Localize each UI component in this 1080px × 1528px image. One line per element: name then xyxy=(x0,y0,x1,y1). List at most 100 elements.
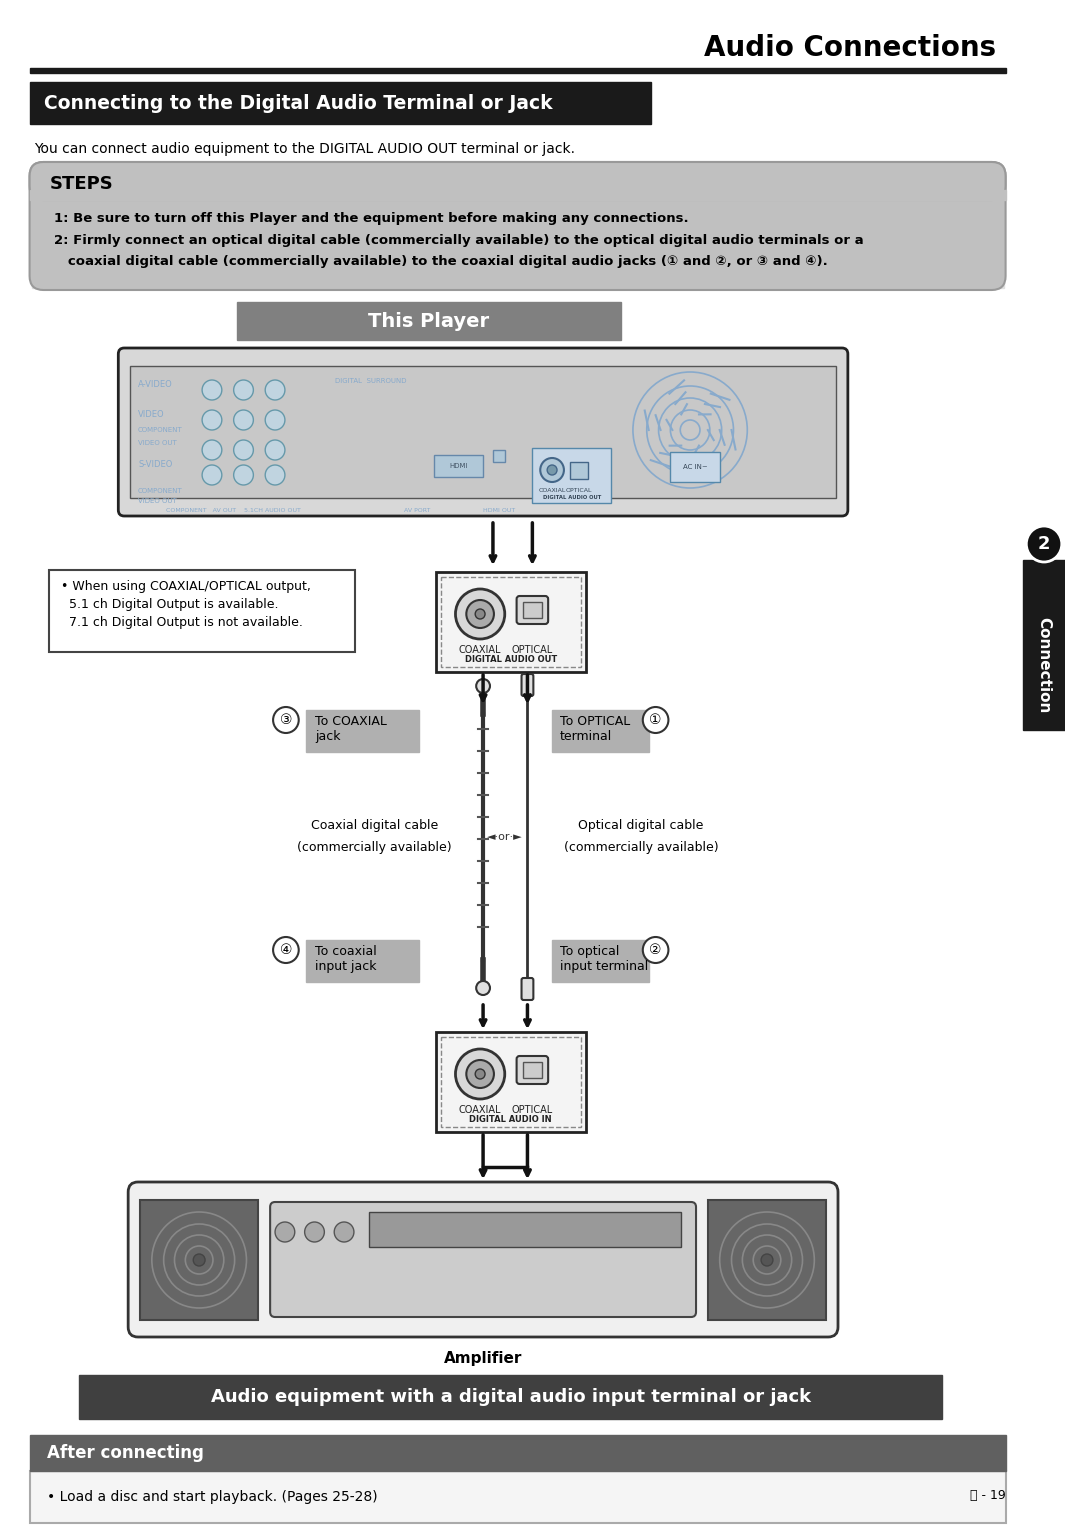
Bar xyxy=(1024,559,1065,730)
Bar xyxy=(523,602,542,617)
Bar xyxy=(29,83,650,124)
Text: VIDEO: VIDEO xyxy=(138,410,164,419)
Text: ①: ① xyxy=(649,714,662,727)
Text: OPTICAL: OPTICAL xyxy=(566,487,592,494)
Text: Amplifier: Amplifier xyxy=(444,1351,523,1366)
Circle shape xyxy=(273,707,299,733)
Bar xyxy=(492,451,504,461)
Circle shape xyxy=(202,465,221,484)
Bar xyxy=(31,200,1003,287)
Text: S-VIDEO: S-VIDEO xyxy=(138,460,173,469)
Text: COAXIAL: COAXIAL xyxy=(459,1105,501,1115)
Circle shape xyxy=(475,1070,485,1079)
Circle shape xyxy=(202,410,221,429)
Circle shape xyxy=(467,601,494,628)
FancyBboxPatch shape xyxy=(522,978,534,999)
Text: 2: 2 xyxy=(1038,535,1050,553)
Bar xyxy=(532,448,611,503)
Circle shape xyxy=(202,440,221,460)
Text: ②: ② xyxy=(649,943,662,957)
Bar xyxy=(29,69,1005,73)
Bar xyxy=(441,1038,581,1128)
Text: ③: ③ xyxy=(280,714,293,727)
Circle shape xyxy=(202,380,221,400)
Bar xyxy=(671,452,719,481)
Text: AV PORT: AV PORT xyxy=(404,507,431,513)
Bar xyxy=(570,461,588,478)
Circle shape xyxy=(476,678,490,694)
Bar xyxy=(29,1471,1005,1523)
Circle shape xyxy=(275,1222,295,1242)
Circle shape xyxy=(456,1050,504,1099)
Text: COMPONENT   AV OUT    5.1CH AUDIO OUT: COMPONENT AV OUT 5.1CH AUDIO OUT xyxy=(165,507,300,513)
Text: COAXIAL: COAXIAL xyxy=(539,487,566,494)
Circle shape xyxy=(761,1254,773,1267)
Bar xyxy=(130,367,836,498)
FancyBboxPatch shape xyxy=(29,162,1005,290)
Text: DIGITAL AUDIO OUT: DIGITAL AUDIO OUT xyxy=(542,495,600,500)
Text: VIDEO OUT: VIDEO OUT xyxy=(138,440,177,446)
Circle shape xyxy=(334,1222,354,1242)
Bar xyxy=(368,1212,681,1247)
Bar xyxy=(435,571,585,672)
Bar xyxy=(435,1031,585,1132)
FancyBboxPatch shape xyxy=(119,348,848,516)
Bar xyxy=(79,1375,942,1420)
Circle shape xyxy=(456,588,504,639)
Text: To optical
input terminal: To optical input terminal xyxy=(559,944,648,973)
Circle shape xyxy=(305,1222,324,1242)
FancyBboxPatch shape xyxy=(129,1183,838,1337)
Circle shape xyxy=(193,1254,205,1267)
Text: ⓔ - 19: ⓔ - 19 xyxy=(970,1488,1005,1502)
Circle shape xyxy=(467,1060,494,1088)
Text: To coaxial
input jack: To coaxial input jack xyxy=(315,944,377,973)
Text: (commercially available): (commercially available) xyxy=(297,840,451,854)
Text: COMPONENT: COMPONENT xyxy=(138,426,183,432)
Circle shape xyxy=(476,981,490,995)
Text: DIGITAL AUDIO OUT: DIGITAL AUDIO OUT xyxy=(464,656,557,665)
Text: DIGITAL  SURROUND: DIGITAL SURROUND xyxy=(335,377,407,384)
Bar xyxy=(552,940,649,983)
Bar xyxy=(523,1062,542,1077)
Text: Audio equipment with a digital audio input terminal or jack: Audio equipment with a digital audio inp… xyxy=(211,1387,811,1406)
FancyBboxPatch shape xyxy=(516,596,549,623)
Text: HDMI OUT: HDMI OUT xyxy=(483,507,515,513)
Bar xyxy=(707,1199,826,1320)
Text: To OPTICAL
terminal: To OPTICAL terminal xyxy=(559,715,631,743)
Text: Audio Connections: Audio Connections xyxy=(703,34,996,63)
Bar xyxy=(140,1199,258,1320)
Bar xyxy=(441,578,581,668)
Circle shape xyxy=(233,410,254,429)
Circle shape xyxy=(233,465,254,484)
FancyBboxPatch shape xyxy=(29,162,1005,200)
Text: DIGITAL AUDIO IN: DIGITAL AUDIO IN xyxy=(470,1115,552,1125)
Circle shape xyxy=(548,465,557,475)
Bar xyxy=(29,189,1005,200)
Text: To COAXIAL
jack: To COAXIAL jack xyxy=(315,715,388,743)
Circle shape xyxy=(643,707,669,733)
Bar xyxy=(552,711,649,752)
Circle shape xyxy=(266,410,285,429)
Text: OPTICAL: OPTICAL xyxy=(512,1105,553,1115)
FancyBboxPatch shape xyxy=(270,1203,696,1317)
Text: STEPS: STEPS xyxy=(50,176,113,193)
FancyBboxPatch shape xyxy=(516,1056,549,1083)
Text: OPTICAL: OPTICAL xyxy=(512,645,553,656)
Text: VIDEO OUT: VIDEO OUT xyxy=(138,498,177,504)
Text: AC IN~: AC IN~ xyxy=(683,465,707,471)
FancyBboxPatch shape xyxy=(522,674,534,695)
Bar xyxy=(306,940,419,983)
Text: COAXIAL: COAXIAL xyxy=(459,645,501,656)
Circle shape xyxy=(273,937,299,963)
Circle shape xyxy=(1026,526,1062,562)
Circle shape xyxy=(475,610,485,619)
Text: This Player: This Player xyxy=(368,312,489,330)
Text: 1: Be sure to turn off this Player and the equipment before making any connectio: 1: Be sure to turn off this Player and t… xyxy=(54,212,689,225)
Bar xyxy=(29,1435,1005,1471)
Text: ◄·or·►: ◄·or·► xyxy=(487,833,523,842)
Text: • Load a disc and start playback. (Pages 25-28): • Load a disc and start playback. (Pages… xyxy=(48,1490,378,1504)
Text: (commercially available): (commercially available) xyxy=(564,840,718,854)
Bar xyxy=(237,303,621,341)
Text: Connection: Connection xyxy=(1037,617,1052,714)
Text: After connecting: After connecting xyxy=(48,1444,204,1462)
